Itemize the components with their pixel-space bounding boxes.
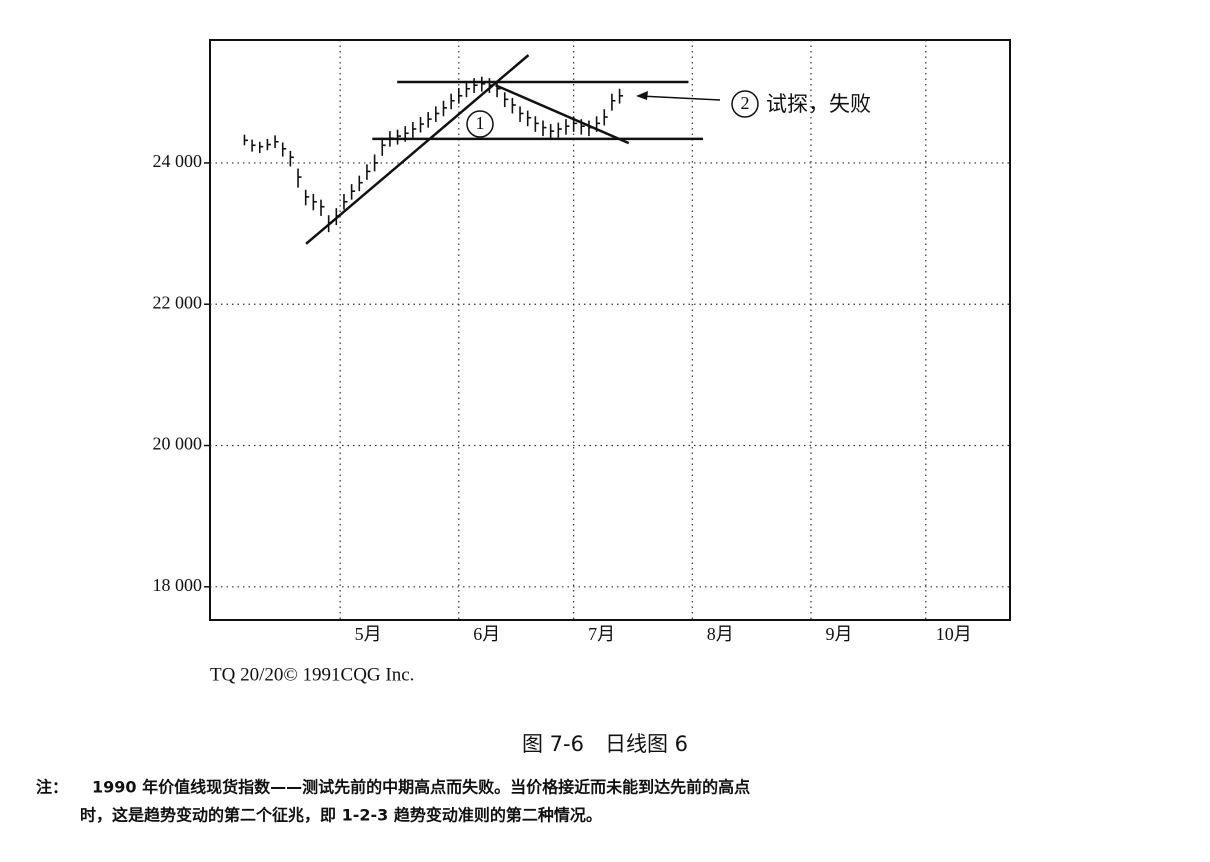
trend-line: [305, 54, 530, 245]
plot-frame: [209, 39, 1011, 621]
source: TQ 20/20© 1991CQG Inc.: [210, 664, 414, 685]
note-line: 1990 年价值线现货指数——测试先前的中期高点而失败。当价格接近而未能到达先前…: [92, 778, 750, 797]
note-line: 时，这是趋势变动的第二个征兆，即 1-2-3 趋势变动准则的第二种情况。: [80, 806, 602, 825]
caption: 图 7-6 日线图 6: [522, 732, 688, 756]
arrow-head: [636, 91, 648, 100]
x-tick-label: 5月: [355, 624, 382, 644]
note-label: 注：: [36, 778, 68, 797]
marker-circle: [466, 110, 494, 138]
annotation-text: 试探，失败: [766, 92, 871, 116]
x-tick-label: 7月: [588, 624, 615, 644]
annotation-marker: 1: [476, 113, 485, 133]
y-tick-label: 20 000: [153, 434, 203, 454]
x-tick-label: 6月: [473, 624, 500, 644]
y-tick-label: 24 000: [153, 151, 203, 171]
x-tick-label: 8月: [707, 624, 734, 644]
marker-circle: [731, 90, 759, 118]
annotation-marker: 2: [741, 93, 750, 113]
trend-line: [495, 84, 630, 145]
x-tick-label: 9月: [825, 624, 852, 644]
y-tick-label: 22 000: [153, 292, 203, 312]
x-tick-label: 10月: [936, 624, 972, 644]
arrow: [639, 95, 721, 101]
y-tick-label: 18 000: [153, 575, 203, 595]
